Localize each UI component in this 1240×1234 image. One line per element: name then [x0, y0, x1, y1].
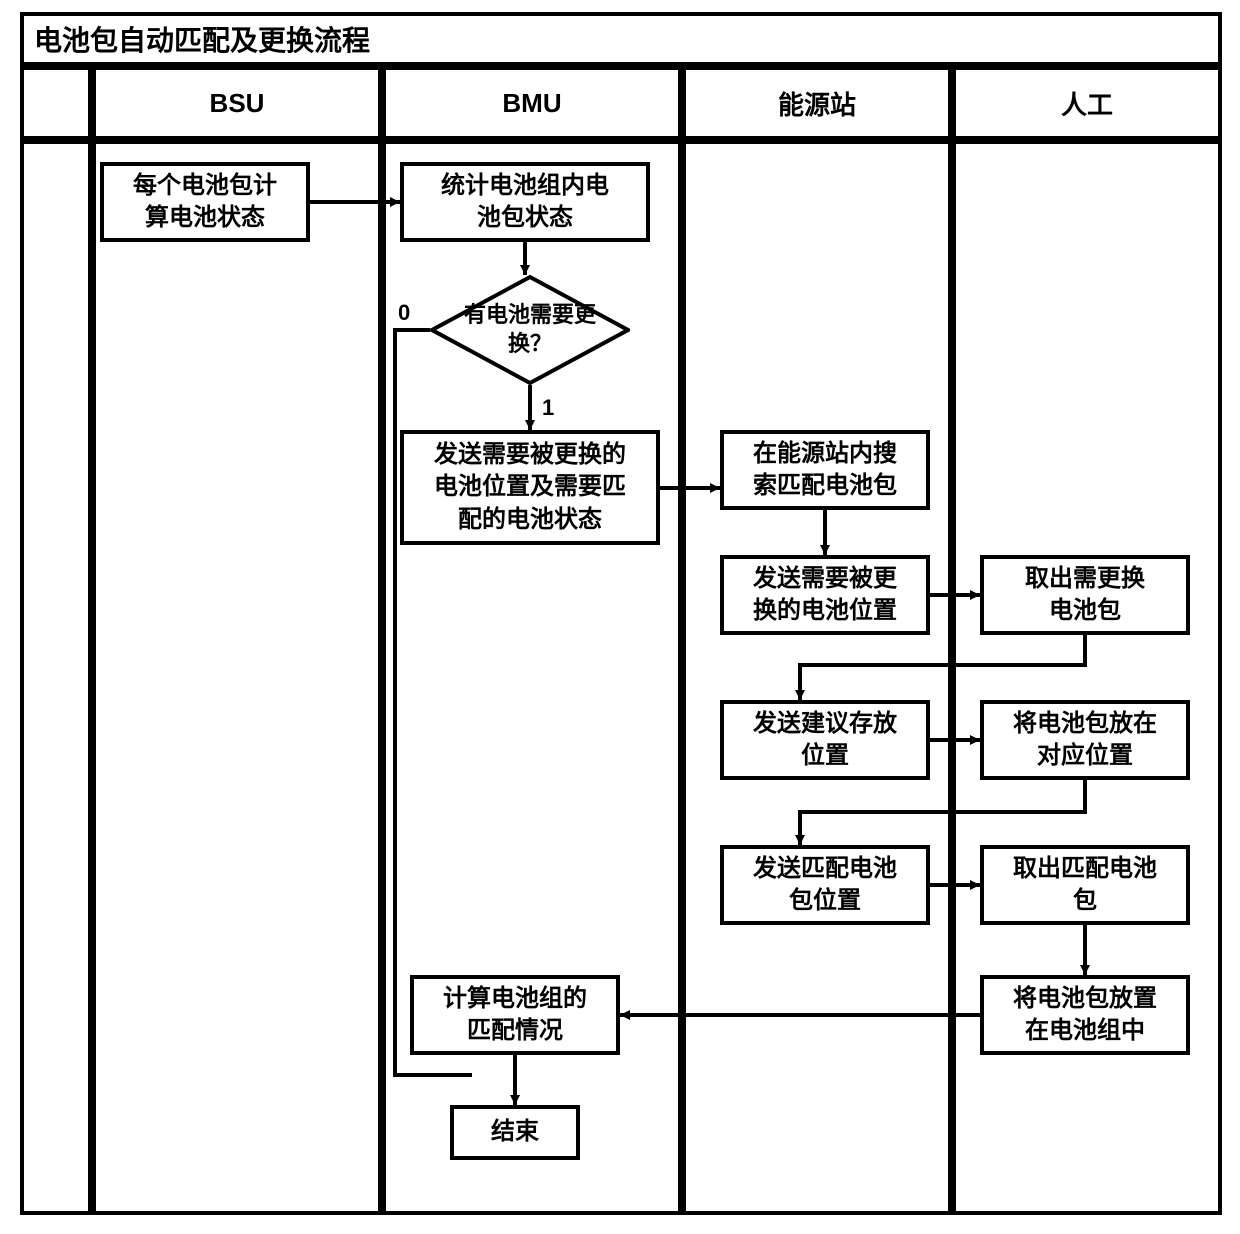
- flowchart-canvas: 电池包自动匹配及更换流程 BSU BMU 能源站 人工 每个电池包计算电池状态 …: [0, 0, 1240, 1234]
- node-mn-place-store-text: 将电池包放在对应位置: [1013, 708, 1157, 773]
- node-bmu-send: 发送需要被更换的电池位置及需要匹配的电池状态: [400, 430, 660, 545]
- lane-header-station-label: 能源站: [778, 85, 856, 122]
- node-bmu-stat-text: 统计电池组内电池包状态: [441, 170, 609, 235]
- node-mn-place-store: 将电池包放在对应位置: [980, 700, 1190, 780]
- edge-label-no-text: 0: [398, 300, 410, 325]
- lane-header-bsu-label: BSU: [210, 88, 265, 119]
- node-mn-take-match: 取出匹配电池包: [980, 845, 1190, 925]
- node-bsu-calc: 每个电池包计算电池状态: [100, 162, 310, 242]
- node-mn-take-match-text: 取出匹配电池包: [1013, 853, 1157, 918]
- lane-body-bsu: [92, 140, 382, 1215]
- node-st-send-match-text: 发送匹配电池包位置: [753, 853, 897, 918]
- node-bmu-send-text: 发送需要被更换的电池位置及需要匹配的电池状态: [434, 439, 626, 536]
- lane-header-bmu-label: BMU: [502, 88, 561, 119]
- node-st-send-match: 发送匹配电池包位置: [720, 845, 930, 925]
- lane-header-station: 能源站: [682, 66, 952, 140]
- node-st-search: 在能源站内搜索匹配电池包: [720, 430, 930, 510]
- diagram-title-text: 电池包自动匹配及更换流程: [34, 19, 370, 59]
- edge-label-no: 0: [398, 300, 410, 326]
- node-mn-takeout: 取出需更换电池包: [980, 555, 1190, 635]
- node-mn-place-group-text: 将电池包放置在电池组中: [1013, 983, 1157, 1048]
- diagram-title: 电池包自动匹配及更换流程: [20, 12, 1222, 66]
- node-bmu-decision-text: 有电池需要更换？: [464, 302, 596, 356]
- node-st-send-pos: 发送需要被更换的电池位置: [720, 555, 930, 635]
- node-bmu-calc-match: 计算电池组的匹配情况: [410, 975, 620, 1055]
- node-st-send-pos-text: 发送需要被更换的电池位置: [753, 563, 897, 628]
- lane-margin-body: [20, 140, 92, 1215]
- node-bmu-calc-match-text: 计算电池组的匹配情况: [443, 983, 587, 1048]
- lane-header-manual: 人工: [952, 66, 1222, 140]
- node-bmu-stat: 统计电池组内电池包状态: [400, 162, 650, 242]
- lane-header-manual-label: 人工: [1061, 85, 1113, 122]
- node-bmu-end-text: 结束: [491, 1116, 539, 1148]
- lane-body-station: [682, 140, 952, 1215]
- node-st-send-store-text: 发送建议存放位置: [753, 708, 897, 773]
- node-mn-place-group: 将电池包放置在电池组中: [980, 975, 1190, 1055]
- node-bsu-calc-text: 每个电池包计算电池状态: [133, 170, 277, 235]
- node-bmu-end: 结束: [450, 1105, 580, 1160]
- lane-header-bmu: BMU: [382, 66, 682, 140]
- lane-header-bsu: BSU: [92, 66, 382, 140]
- node-mn-takeout-text: 取出需更换电池包: [1025, 563, 1145, 628]
- edge-label-yes-text: 1: [542, 395, 554, 420]
- node-st-search-text: 在能源站内搜索匹配电池包: [753, 438, 897, 503]
- node-bmu-decision: 有电池需要更换？: [430, 275, 630, 385]
- node-st-send-store: 发送建议存放位置: [720, 700, 930, 780]
- edge-label-yes: 1: [542, 395, 554, 421]
- lane-margin-header: [20, 66, 92, 140]
